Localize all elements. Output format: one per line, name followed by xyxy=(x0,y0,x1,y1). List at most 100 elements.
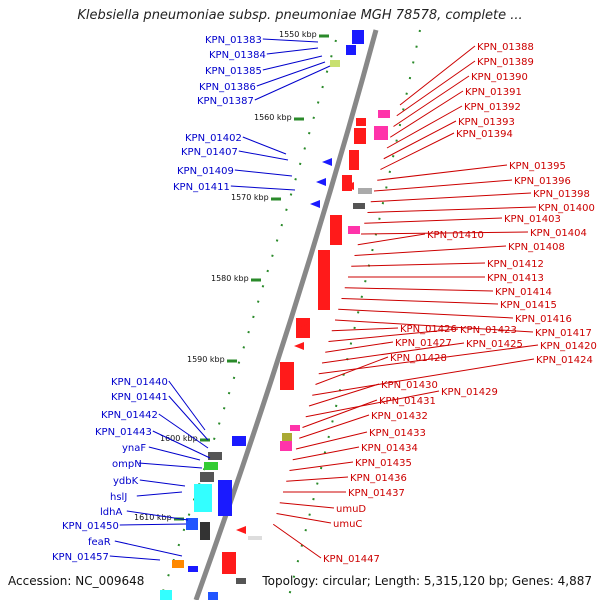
gene-feature xyxy=(204,462,218,470)
scale-label: 1600 kbp xyxy=(160,434,198,443)
gene-feature xyxy=(186,518,198,530)
gene-feature xyxy=(194,484,212,512)
gene-feature xyxy=(236,578,246,584)
gene-label-right: KPN_01408 xyxy=(508,242,565,253)
leader-line xyxy=(389,90,464,138)
leader-line xyxy=(289,461,354,471)
leader-line xyxy=(276,513,332,524)
leader-line xyxy=(114,540,183,557)
gene-feature xyxy=(318,250,330,310)
leader-line xyxy=(272,523,322,559)
gene-label-right: KPN_01390 xyxy=(471,72,528,83)
gene-feature xyxy=(208,452,222,460)
gene-label-right: KPN_01423 xyxy=(460,325,517,336)
gene-feature xyxy=(160,590,172,600)
leader-line xyxy=(321,342,465,364)
gene-label-left: KPN_01383 xyxy=(205,35,262,46)
gene-label-left: KPN_01411 xyxy=(173,182,230,193)
gene-feature xyxy=(200,522,210,540)
gene-label-left: KPN_01441 xyxy=(111,392,168,403)
gene-feature xyxy=(218,480,232,516)
gene-arrow xyxy=(322,158,332,166)
gene-feature xyxy=(282,433,292,441)
leader-line xyxy=(370,192,532,203)
gene-feature xyxy=(290,425,300,431)
gene-arrow xyxy=(298,324,308,332)
scale-label: 1610 kbp xyxy=(134,513,172,522)
leader-line xyxy=(360,231,529,235)
leader-line xyxy=(279,502,335,509)
leader-line xyxy=(238,150,289,161)
leader-line xyxy=(386,105,463,149)
gene-label-right: KPN_01435 xyxy=(355,458,412,469)
leader-line xyxy=(364,217,503,224)
leader-line xyxy=(354,245,507,256)
gene-label-right: KPN_01434 xyxy=(361,443,418,454)
leader-line xyxy=(399,45,476,106)
leader-line xyxy=(328,328,459,342)
gene-label-left: KPN_01443 xyxy=(95,427,152,438)
gene-feature xyxy=(232,436,246,446)
scale-label: 1560 kbp xyxy=(254,113,292,122)
gene-feature xyxy=(353,203,365,209)
gene-feature xyxy=(358,188,372,194)
leader-line xyxy=(315,356,389,385)
gene-feature xyxy=(280,362,294,390)
gene-label-left: KPN_01386 xyxy=(199,82,256,93)
gene-feature xyxy=(356,118,366,126)
gene-feature xyxy=(346,45,356,55)
gene-feature xyxy=(330,215,342,245)
gene-label-right: KPN_01432 xyxy=(371,411,428,422)
map-title: Klebsiella pneumoniae subsp. pneumoniae … xyxy=(77,8,523,23)
leader-line xyxy=(242,136,287,155)
gene-label-right: KPN_01395 xyxy=(509,161,566,172)
genome-backbone xyxy=(193,29,379,600)
leader-line xyxy=(138,462,203,469)
leader-line xyxy=(357,233,426,246)
gene-label-left: hslJ xyxy=(110,492,127,503)
leader-line xyxy=(299,414,370,439)
gene-arrow xyxy=(236,526,246,534)
gene-label-right: KPN_01436 xyxy=(350,473,407,484)
gene-label-left: ompN xyxy=(112,459,142,470)
gene-label-right: umuC xyxy=(333,519,362,530)
gene-label-left: KPN_01407 xyxy=(181,147,238,158)
gene-arrow xyxy=(316,178,326,186)
leader-line xyxy=(234,169,293,177)
leader-line xyxy=(254,65,331,101)
scale-label: 1580 kbp xyxy=(211,274,249,283)
gene-label-left: ydbK xyxy=(113,476,139,487)
leader-line xyxy=(158,413,209,449)
leader-line xyxy=(331,327,399,332)
gene-feature xyxy=(330,60,340,67)
gene-label-right: KPN_01425 xyxy=(466,339,523,350)
leader-line xyxy=(266,47,319,55)
gene-arrow xyxy=(344,182,354,190)
gene-label-right: KPN_01410 xyxy=(427,230,484,241)
gene-label-right: KPN_01417 xyxy=(535,328,592,339)
leader-line xyxy=(262,55,323,71)
gene-label-left: KPN_01409 xyxy=(177,166,234,177)
gene-label-right: KPN_01389 xyxy=(477,57,534,68)
leader-line xyxy=(302,399,378,428)
gene-feature xyxy=(349,150,359,170)
gene-label-right: KPN_01403 xyxy=(504,214,561,225)
gene-feature xyxy=(352,30,364,44)
gene-label-right: KPN_01392 xyxy=(464,102,521,113)
leader-line xyxy=(286,476,349,482)
gene-feature xyxy=(248,536,262,540)
gene-label-right: KPN_01447 xyxy=(323,554,380,565)
gene-label-left: ldhA xyxy=(100,507,122,518)
leader-line xyxy=(292,446,360,461)
leader-line xyxy=(308,383,380,407)
gene-label-right: KPN_01428 xyxy=(390,353,447,364)
gene-arrow xyxy=(294,342,304,350)
gene-feature xyxy=(222,552,236,574)
genome-stats-label: Topology: circular; Length: 5,315,120 bp… xyxy=(262,574,592,588)
gene-label-right: KPN_01424 xyxy=(536,355,593,366)
scale-label: 1550 kbp xyxy=(279,30,317,39)
leader-line xyxy=(344,287,494,292)
gene-feature xyxy=(188,566,198,572)
gene-label-right: KPN_01388 xyxy=(477,42,534,53)
